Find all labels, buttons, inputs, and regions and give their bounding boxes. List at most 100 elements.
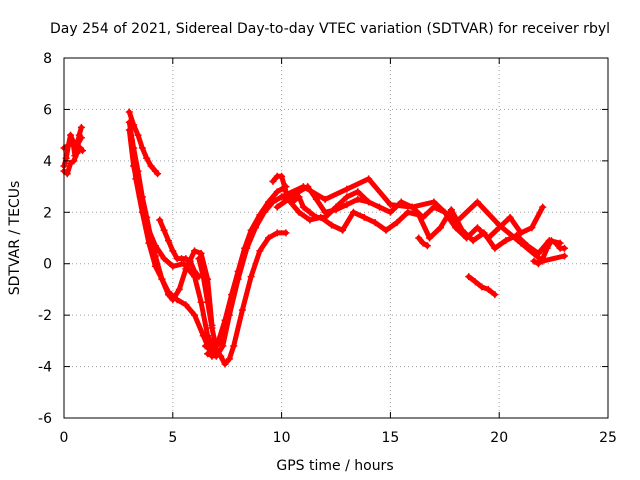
data-point bbox=[204, 298, 212, 306]
y-tick-label: 2 bbox=[43, 205, 52, 221]
data-point bbox=[426, 234, 434, 242]
series-trace bbox=[126, 127, 224, 352]
axis-ticks bbox=[63, 57, 609, 419]
data-point bbox=[469, 237, 477, 245]
data-point bbox=[69, 139, 77, 147]
data-point bbox=[386, 201, 394, 209]
data-point bbox=[191, 247, 199, 255]
data-point bbox=[230, 342, 238, 350]
data-point bbox=[175, 285, 183, 293]
data-point bbox=[199, 332, 207, 340]
x-tick-label: 10 bbox=[273, 430, 291, 446]
x-tick-label: 25 bbox=[599, 430, 617, 446]
data-point bbox=[73, 149, 81, 157]
data-point bbox=[478, 283, 486, 291]
data-point bbox=[204, 350, 212, 358]
y-tick-label: 8 bbox=[43, 51, 52, 67]
data-point bbox=[199, 273, 207, 281]
data-point bbox=[284, 195, 292, 203]
data-point bbox=[195, 255, 203, 263]
data-point bbox=[539, 255, 547, 263]
data-point bbox=[343, 201, 351, 209]
y-tick-label: 4 bbox=[43, 154, 52, 170]
data-point bbox=[219, 342, 227, 350]
data-point bbox=[393, 219, 401, 227]
data-point bbox=[473, 198, 481, 206]
data-point bbox=[182, 255, 190, 263]
data-point bbox=[73, 141, 81, 149]
series-s17 bbox=[530, 237, 568, 268]
data-point bbox=[354, 188, 362, 196]
data-point bbox=[299, 203, 307, 211]
data-point bbox=[419, 239, 427, 247]
y-tick-label: 0 bbox=[43, 257, 52, 273]
data-point bbox=[273, 203, 281, 211]
data-point bbox=[365, 175, 373, 183]
data-point bbox=[543, 244, 551, 252]
data-point bbox=[143, 154, 151, 162]
data-point bbox=[502, 237, 510, 245]
data-point bbox=[328, 221, 336, 229]
data-point bbox=[471, 278, 479, 286]
data-point bbox=[299, 183, 307, 191]
data-point bbox=[321, 195, 329, 203]
y-tick-label: -6 bbox=[38, 411, 52, 427]
data-point bbox=[221, 360, 229, 368]
y-tick-label: -2 bbox=[38, 308, 52, 324]
data-point bbox=[539, 203, 547, 211]
data-point bbox=[151, 242, 159, 250]
data-point bbox=[225, 311, 233, 319]
data-point bbox=[354, 195, 362, 203]
data-point bbox=[70, 157, 78, 165]
series-s8 bbox=[156, 216, 203, 281]
data-point bbox=[376, 203, 384, 211]
data-point bbox=[197, 298, 205, 306]
data-point bbox=[306, 216, 314, 224]
data-point bbox=[169, 247, 177, 255]
data-point bbox=[164, 237, 172, 245]
data-point bbox=[547, 237, 555, 245]
data-point bbox=[528, 224, 536, 232]
series-s2 bbox=[60, 144, 86, 178]
series-s3 bbox=[60, 134, 85, 152]
data-point bbox=[77, 123, 85, 131]
plot-frame bbox=[63, 57, 609, 419]
data-point bbox=[343, 185, 351, 193]
data-point bbox=[191, 267, 199, 275]
data-point bbox=[382, 226, 390, 234]
data-point bbox=[430, 198, 438, 206]
data-point bbox=[295, 208, 303, 216]
data-point bbox=[67, 131, 75, 139]
data-point bbox=[484, 285, 492, 293]
x-tick-labels: 0 5 10 15 20 25 bbox=[60, 430, 617, 446]
data-point bbox=[436, 224, 444, 232]
data-point bbox=[282, 229, 290, 237]
data-point bbox=[125, 108, 133, 116]
data-point bbox=[560, 252, 568, 260]
data-point bbox=[506, 213, 514, 221]
x-axis-label: GPS time / hours bbox=[276, 458, 393, 474]
data-point bbox=[452, 219, 460, 227]
data-point bbox=[156, 216, 164, 224]
data-point bbox=[214, 337, 222, 345]
data-point bbox=[447, 206, 455, 214]
data-point bbox=[260, 208, 268, 216]
data-point bbox=[517, 229, 525, 237]
data-point bbox=[269, 198, 277, 206]
data-point bbox=[197, 249, 205, 257]
data-point bbox=[238, 306, 246, 314]
data-point bbox=[151, 262, 159, 270]
data-point bbox=[212, 352, 220, 360]
series-s15 bbox=[415, 234, 431, 250]
chart-title: Day 254 of 2021, Sidereal Day-to-day VTE… bbox=[50, 21, 610, 37]
data-point bbox=[339, 226, 347, 234]
data-point bbox=[371, 219, 379, 227]
data-point bbox=[365, 198, 373, 206]
y-tick-labels: -6 -4 -2 0 2 4 6 8 bbox=[38, 51, 52, 427]
data-point bbox=[173, 296, 181, 304]
data-point bbox=[125, 126, 133, 134]
data-point bbox=[208, 324, 216, 332]
data-point bbox=[77, 134, 85, 142]
data-point bbox=[247, 273, 255, 281]
data-point bbox=[164, 288, 172, 296]
